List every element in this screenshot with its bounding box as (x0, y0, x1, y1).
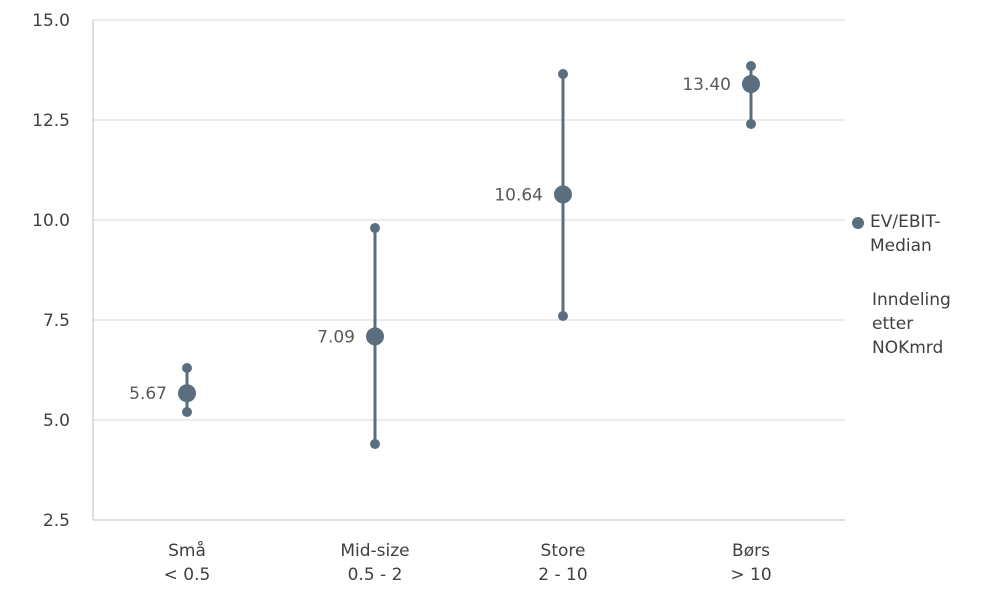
y-tick-label: 12.5 (32, 111, 70, 131)
range-low-point (558, 311, 568, 321)
x-tick-label-line: Små (168, 540, 206, 561)
data-label: 5.67 (129, 384, 167, 404)
x-tick-label-line: Store (541, 541, 586, 561)
x-tick-label: Store 2 - 10 (538, 541, 587, 585)
data-label: 7.09 (317, 327, 355, 347)
x-tick-label: Små < 0.5 (164, 540, 211, 585)
data-label: 13.40 (682, 75, 731, 95)
legend-note: Inndeling etter NOKmrd (872, 290, 951, 358)
legend-entry: EV/EBIT-Median (852, 210, 992, 258)
x-tick-label-line: Mid-size (340, 541, 409, 561)
range-low-point (370, 439, 380, 449)
range-low-point (746, 119, 756, 129)
x-tick-label: Mid-size 0.5 - 2 (340, 541, 409, 585)
range-low-point (182, 407, 192, 417)
data-label: 10.64 (494, 185, 543, 205)
range-high-point (182, 363, 192, 373)
median-point (366, 327, 384, 346)
x-axis: Små < 0.5 Mid-size 0.5 - 2 Store 2 - 10 Børs > … (93, 519, 845, 585)
x-tick-label-line: 0.5 - 2 (348, 565, 403, 585)
legend-series-label: EV/EBIT-Median (870, 212, 941, 256)
y-tick-label: 15.0 (32, 11, 70, 31)
gridlines (93, 19, 845, 421)
range-high-point (558, 69, 568, 79)
data-marks: 5.67 7.09 10.64 13.40 (129, 61, 760, 449)
y-tick-label: 2.5 (43, 511, 70, 531)
x-tick-label-line: 2 - 10 (538, 565, 587, 585)
median-point (554, 185, 572, 204)
x-tick-label-line: Børs (732, 541, 770, 561)
median-point (178, 384, 196, 403)
x-tick-label-line: > 10 (730, 565, 771, 585)
legend: EV/EBIT-Median Inndeling etter NOKmrd (852, 210, 992, 360)
y-tick-label: 10.0 (32, 211, 70, 231)
x-tick-label-line: < 0.5 (164, 565, 211, 585)
y-axis: 2.5 5.0 7.5 10.0 12.5 15.0 (32, 11, 94, 531)
range-high-point (370, 223, 380, 233)
y-tick-label: 7.5 (43, 311, 70, 331)
median-point (742, 75, 760, 93)
y-tick-label: 5.0 (43, 411, 70, 431)
x-tick-label: Børs > 10 (730, 541, 771, 585)
range-high-point (746, 61, 756, 71)
legend-marker (852, 217, 864, 229)
